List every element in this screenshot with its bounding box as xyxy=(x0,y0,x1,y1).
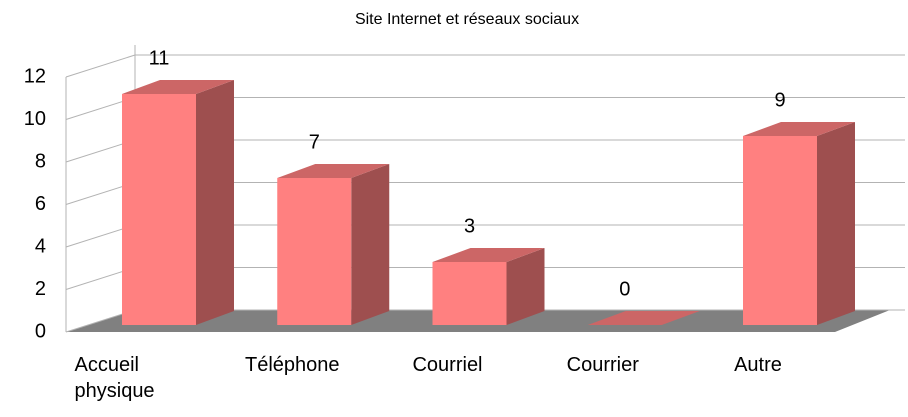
chart-title: Site Internet et réseaux sociaux xyxy=(355,11,579,28)
value-label: 7 xyxy=(309,131,320,153)
bar-top xyxy=(277,164,390,178)
x-tick-label: Autre xyxy=(734,354,782,376)
value-label: 9 xyxy=(774,89,785,111)
x-tick-label: Téléphone xyxy=(244,354,340,376)
y-tick-label: 6 xyxy=(35,193,46,215)
bar xyxy=(743,136,817,325)
bar xyxy=(432,262,507,325)
bar-side xyxy=(506,248,545,325)
value-label: 11 xyxy=(149,47,170,69)
bar xyxy=(277,178,352,325)
y-tick-label: 0 xyxy=(35,320,46,342)
x-tick-label: Accueil physique xyxy=(74,354,155,402)
bar-side xyxy=(196,80,234,325)
y-tick-label: 12 xyxy=(24,65,46,87)
y-tick-label: 4 xyxy=(35,235,46,257)
bar-top xyxy=(122,80,234,94)
bar-side xyxy=(351,164,390,325)
value-label: 3 xyxy=(464,215,475,237)
x-tick-label: Courriel xyxy=(412,354,483,376)
y-tick-label: 8 xyxy=(35,150,46,172)
y-tick-label: 10 xyxy=(24,108,46,130)
grid-line xyxy=(65,54,136,78)
bar-top xyxy=(587,311,700,325)
bar-top xyxy=(743,122,855,136)
value-label: 0 xyxy=(619,278,630,300)
bar xyxy=(122,94,196,325)
bar-side xyxy=(817,122,855,325)
bar-top xyxy=(432,248,545,262)
y-tick-label: 2 xyxy=(35,278,46,300)
x-tick-label: Courrier xyxy=(566,354,639,376)
